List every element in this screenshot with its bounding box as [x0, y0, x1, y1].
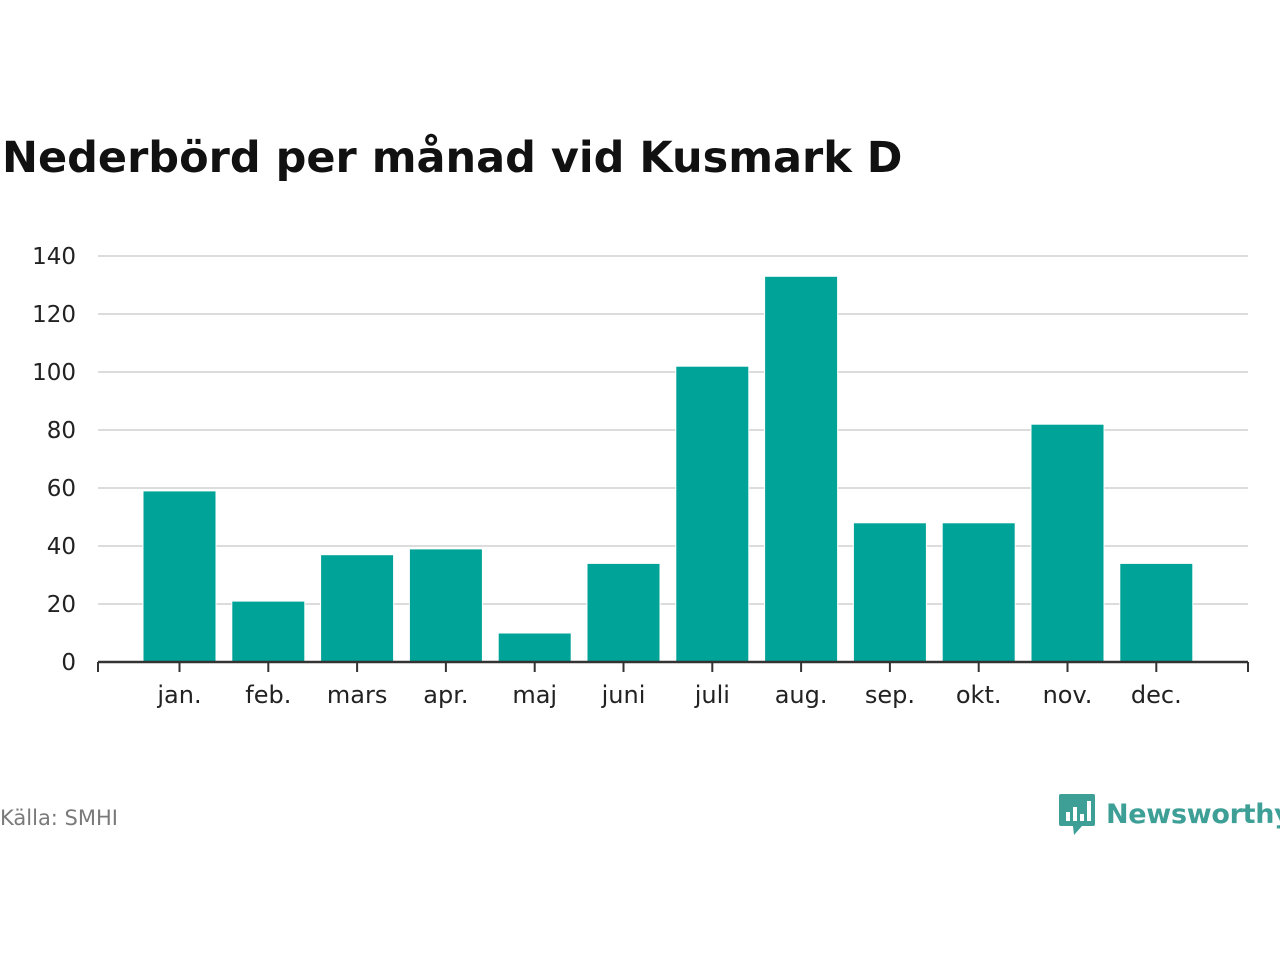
bar-chart: 0 20 40 60 80 100 120 140 jan. feb. mars apr. maj ju… [32, 244, 1249, 709]
bar-1 [231, 600, 306, 663]
bar-11 [1119, 562, 1194, 663]
y-tick-label: 0 [61, 650, 76, 676]
x-axis-ticks: jan. feb. mars apr. maj juni juli aug. sep. okt. n… [156, 681, 1181, 709]
y-tick-label: 20 [47, 592, 76, 618]
bar-8 [852, 522, 927, 663]
x-tick-label: aug. [775, 681, 828, 709]
bar-0 [142, 490, 217, 663]
x-tick-label: jan. [156, 681, 201, 709]
y-tick-label: 100 [32, 360, 76, 386]
x-tick-label: apr. [423, 681, 468, 709]
x-tick-label: dec. [1131, 681, 1182, 709]
bar-6 [675, 365, 750, 663]
y-tick-label: 140 [32, 244, 76, 270]
bar-2 [320, 554, 395, 663]
bar-3 [408, 548, 483, 663]
newsworthy-logo-icon [1059, 794, 1095, 835]
y-axis-ticks: 0 20 40 60 80 100 120 140 [32, 244, 76, 676]
bars [142, 275, 1194, 663]
x-tick-label: maj [512, 681, 557, 709]
x-tick-label: okt. [956, 681, 1002, 709]
bar-5 [586, 562, 661, 663]
y-tick-label: 120 [32, 302, 76, 328]
source-note: Källa: SMHI [0, 806, 118, 830]
x-tick-label: juni [601, 681, 646, 709]
bar-4 [497, 632, 572, 663]
x-tick-label: sep. [865, 681, 915, 709]
x-tick-label: nov. [1043, 681, 1093, 709]
bar-10 [1030, 423, 1105, 663]
brand-logo[interactable]: Newsworthy [1058, 792, 1280, 836]
x-tick-label: juli [694, 681, 730, 709]
x-axis [97, 660, 1249, 672]
y-tick-label: 60 [47, 476, 76, 502]
brand-name: Newsworthy [1106, 798, 1280, 830]
y-tick-label: 40 [47, 534, 76, 560]
x-tick-label: mars [327, 681, 387, 709]
chart-title: Nederbörd per månad vid Kusmark D [2, 133, 903, 183]
bar-9 [941, 522, 1016, 663]
bar-7 [764, 275, 839, 663]
y-tick-label: 80 [47, 418, 76, 444]
x-tick-label: feb. [245, 681, 291, 709]
